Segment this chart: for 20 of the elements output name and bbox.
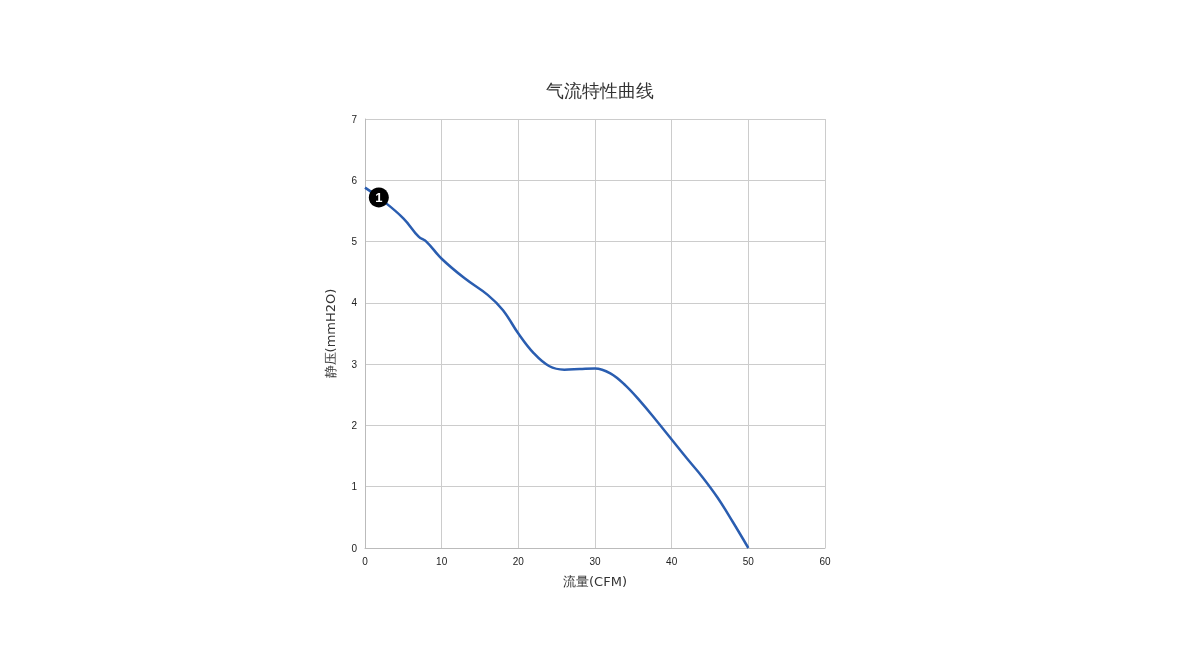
y-axis-title: 静压(mmH2O) bbox=[323, 288, 338, 379]
y-tick-label: 2 bbox=[351, 419, 358, 431]
y-tick-label: 5 bbox=[351, 236, 358, 248]
annotation: 1 bbox=[375, 189, 383, 205]
x-tick-label: 50 bbox=[742, 555, 755, 567]
x-tick-label: 0 bbox=[362, 555, 369, 567]
y-tick-label: 3 bbox=[351, 358, 358, 370]
y-tick-label: 6 bbox=[351, 174, 358, 186]
line-series bbox=[363, 186, 750, 550]
x-tick-label: 30 bbox=[589, 555, 601, 567]
chart-title: 气流特性曲线 bbox=[546, 79, 654, 101]
x-tick-label: 20 bbox=[512, 555, 525, 567]
y-tick-label: 1 bbox=[351, 481, 358, 493]
x-tick-label: 60 bbox=[819, 555, 831, 567]
x-axis-title: 流量(CFM) bbox=[563, 574, 627, 589]
y-tick-label: 4 bbox=[351, 297, 358, 309]
y-tick-label: 0 bbox=[351, 542, 358, 554]
x-tick-label: 40 bbox=[666, 555, 678, 567]
y-tick-label: 7 bbox=[351, 113, 358, 125]
x-tick-label: 10 bbox=[436, 555, 448, 567]
